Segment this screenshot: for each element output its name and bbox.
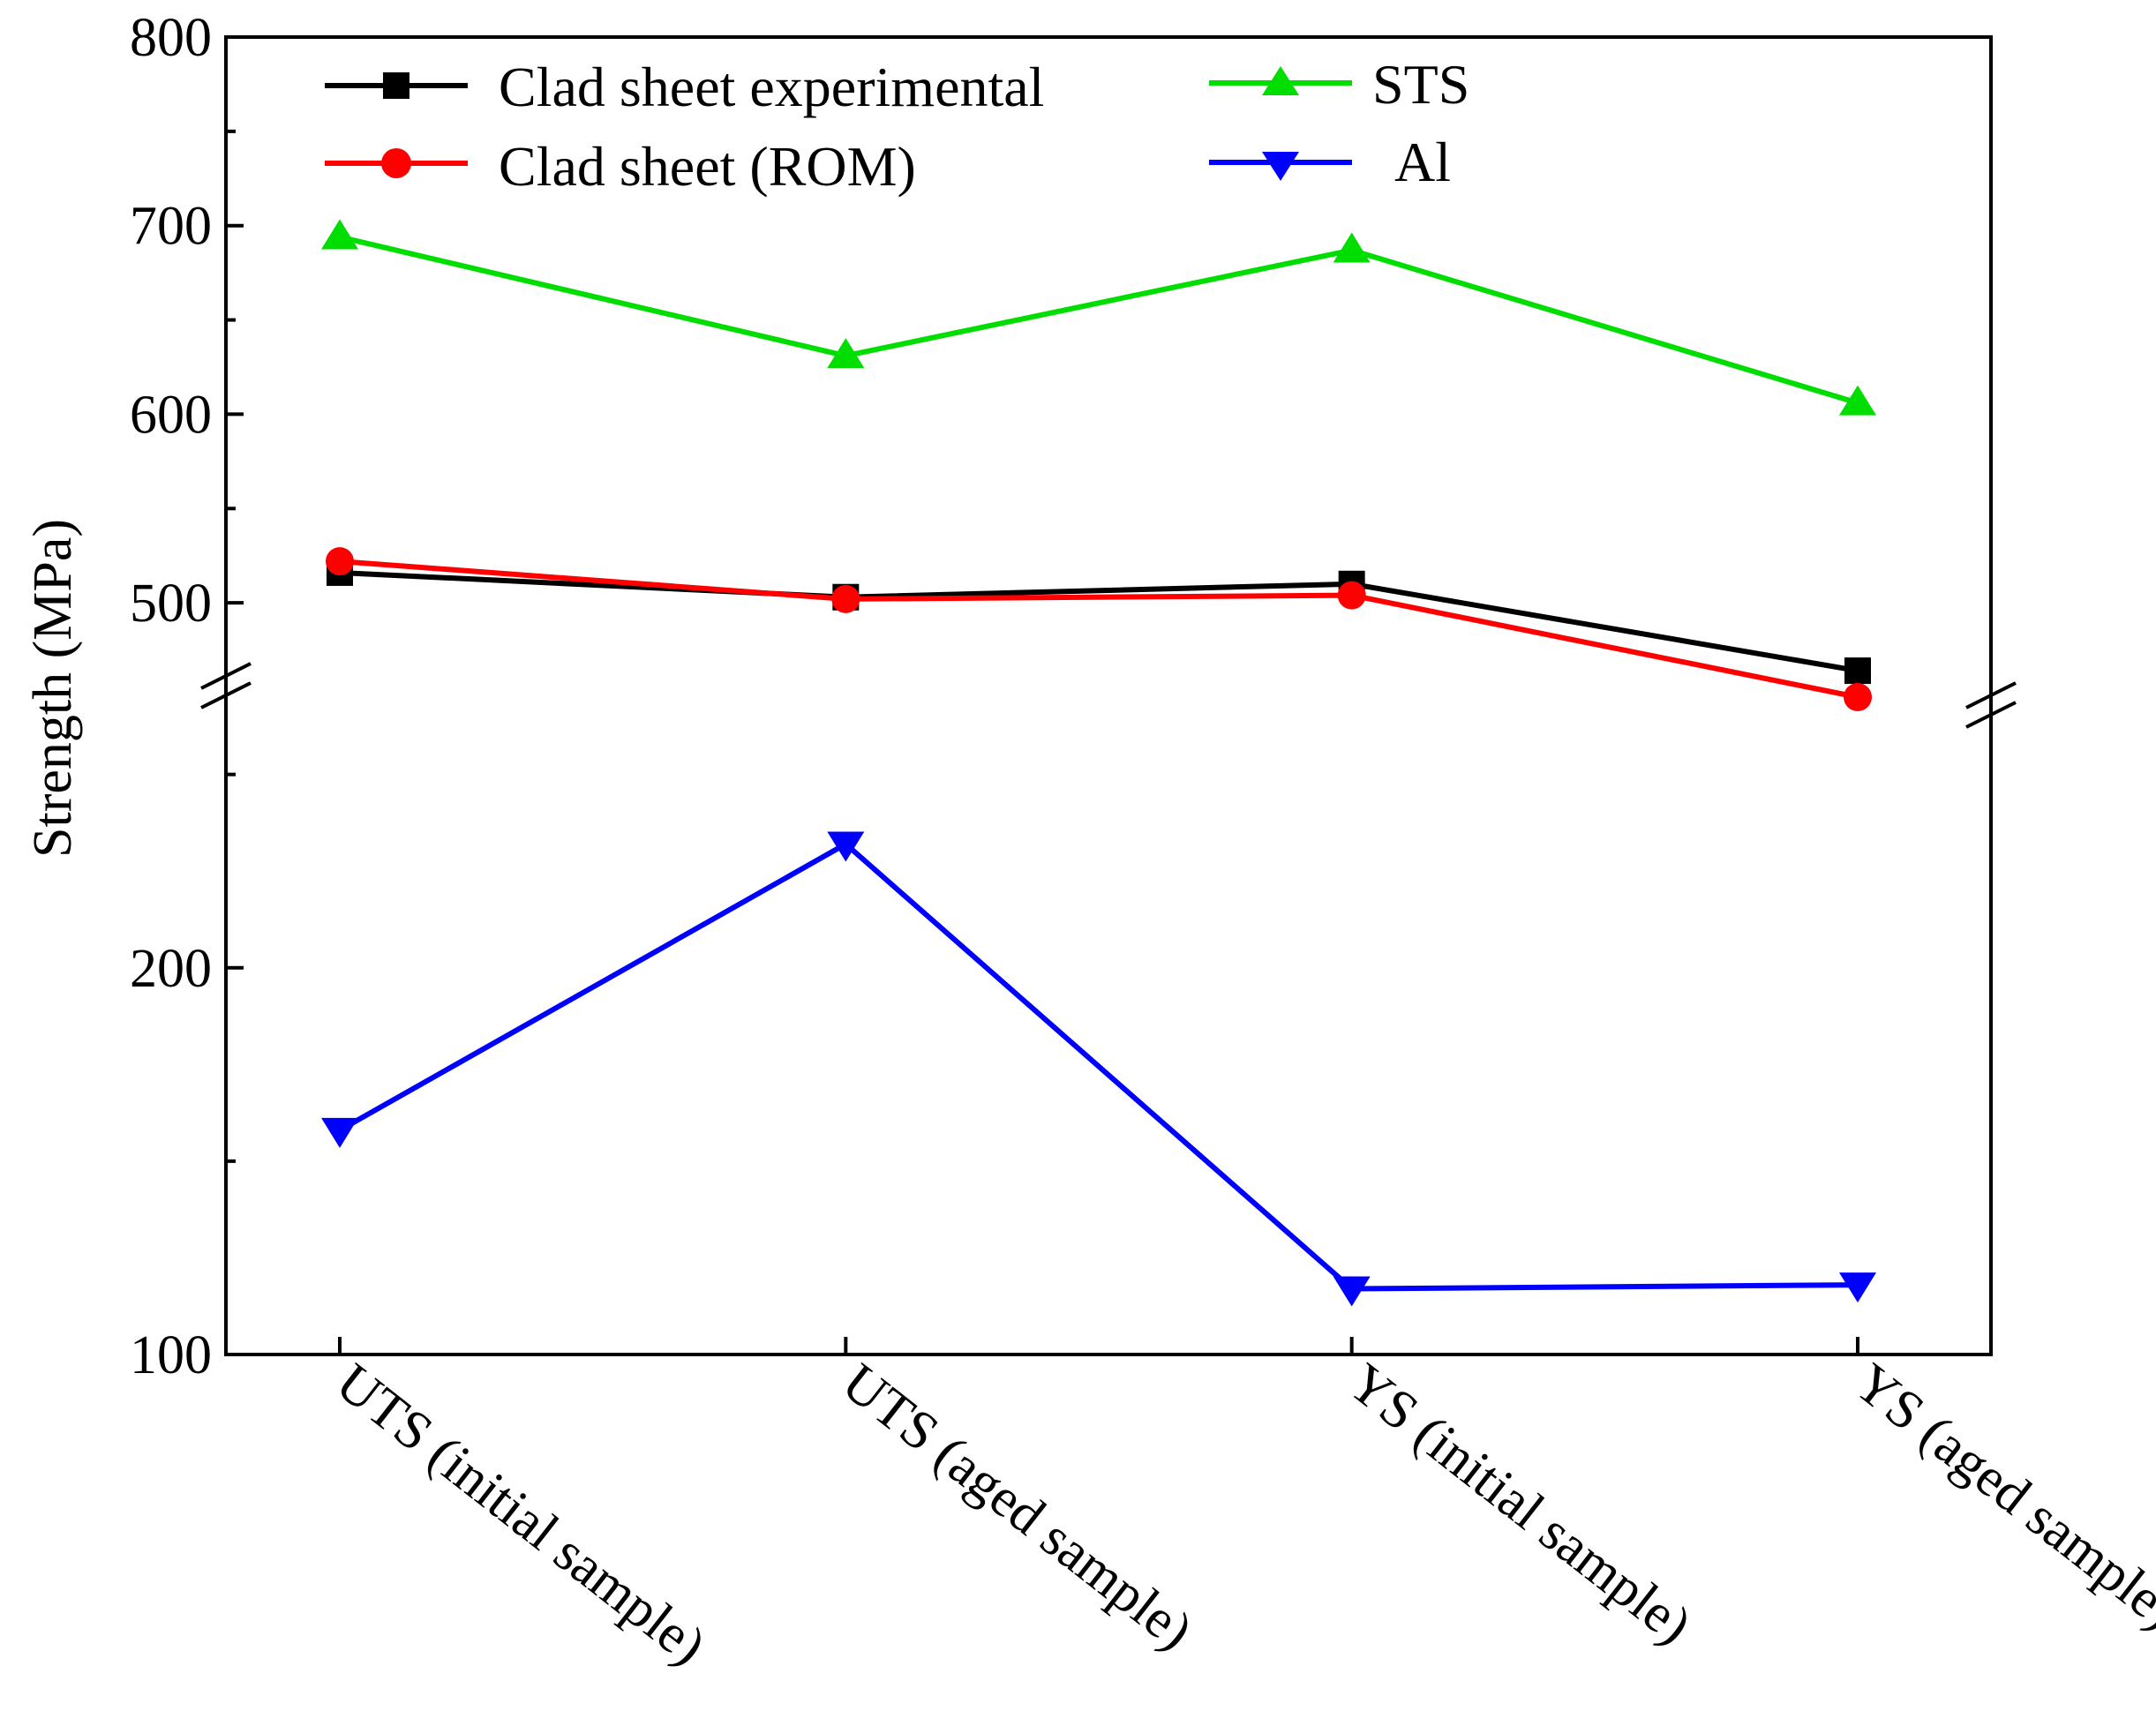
series-layer [321, 219, 1876, 1307]
data-point [1337, 581, 1366, 610]
data-point [1839, 385, 1876, 416]
x-tick-label: YS (aged sample) [1843, 1352, 2156, 1640]
data-point [326, 547, 354, 576]
legend-item-sts: STS [1209, 53, 1469, 116]
y-tick-label: 100 [130, 1325, 212, 1385]
y-axis-title: Strength (MPa) [23, 519, 83, 858]
legend-marker-clad-rom [381, 148, 411, 178]
axis-break-left [200, 662, 252, 709]
y-tick-label: 800 [130, 8, 212, 68]
y-tick-label: 200 [130, 939, 212, 999]
data-point [321, 219, 358, 250]
legend-marker-al [1262, 152, 1299, 181]
x-tick-label: UTS (aged sample) [831, 1352, 1204, 1661]
legend-label-clad-rom: Clad sheet (ROM) [499, 135, 916, 198]
y-tick-label: 600 [130, 385, 212, 445]
legend-label-sts: STS [1372, 53, 1469, 116]
data-point [321, 1117, 358, 1148]
x-tick-label: UTS (initial sample) [325, 1352, 717, 1676]
data-point [827, 831, 865, 862]
data-point [1844, 683, 1872, 711]
x-axis: UTS (initial sample) UTS (aged sample) YS … [325, 1337, 2156, 1677]
legend-label-clad-experimental: Clad sheet experimental [499, 56, 1044, 118]
axis-break-right [1965, 681, 2017, 729]
data-point [1839, 1272, 1876, 1303]
y-axis-lower: 100 200 [130, 772, 244, 1385]
series-line [339, 559, 1859, 700]
legend-marker-clad-experimental [383, 72, 409, 99]
series-line [339, 234, 1859, 406]
x-tick-label: YS (initial sample) [1337, 1352, 1702, 1655]
data-point [1333, 232, 1371, 263]
data-point [831, 584, 860, 613]
series-3 [321, 831, 1876, 1307]
legend-item-al: Al [1209, 131, 1451, 193]
series-2 [321, 219, 1876, 416]
y-tick-label: 500 [130, 574, 212, 634]
y-axis-upper: 500 600 700 800 [130, 8, 244, 634]
legend-marker-sts [1262, 66, 1299, 95]
series-1 [326, 547, 1872, 711]
data-point [1333, 1276, 1371, 1307]
plot-frame [224, 35, 1993, 1356]
legend-item-clad-experimental: Clad sheet experimental [325, 56, 1044, 118]
legend-label-al: Al [1394, 131, 1451, 193]
series-line [339, 569, 1859, 674]
legend: Clad sheet experimental Clad sheet (ROM)… [325, 53, 1469, 198]
y-tick-label: 700 [130, 197, 212, 257]
legend-item-clad-rom: Clad sheet (ROM) [325, 135, 916, 198]
series-line [338, 841, 1859, 1292]
data-point [1844, 657, 1871, 685]
data-point [827, 338, 865, 369]
